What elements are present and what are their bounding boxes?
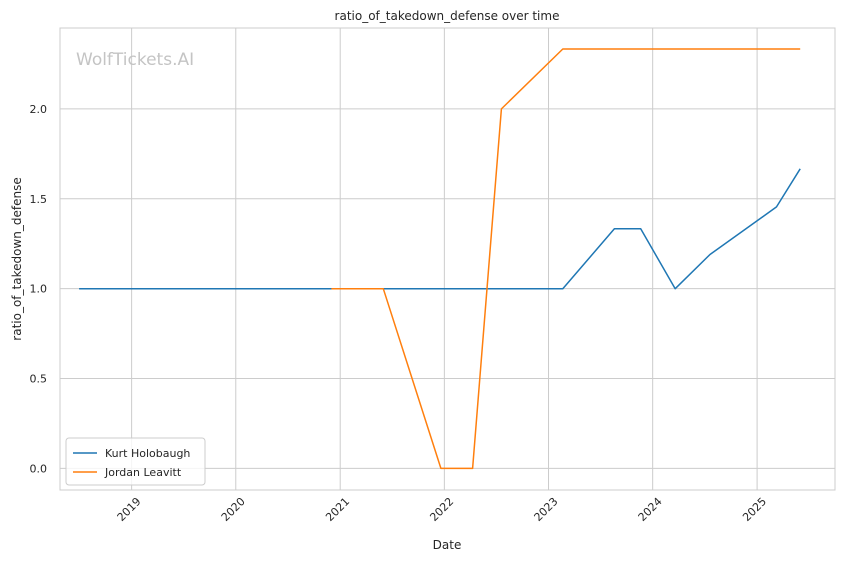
series-line-0: [79, 168, 801, 290]
plot-area: [60, 28, 835, 490]
plot-frame: [59, 27, 836, 491]
legend: Kurt Holobaugh Jordan Leavitt: [65, 437, 206, 486]
x-axis-label: Date: [433, 538, 462, 552]
x-tick-label: 2021: [323, 495, 352, 524]
y-tick-label: 1.0: [30, 283, 48, 296]
y-tick-label: 0.0: [30, 462, 48, 475]
chart-title: ratio_of_takedown_defense over time: [335, 9, 560, 23]
watermark: WolfTickets.AI: [76, 50, 194, 70]
x-tick-label: 2022: [427, 495, 456, 524]
y-axis-label: ratio_of_takedown_defense: [10, 177, 24, 340]
y-tick-label: 2.0: [30, 103, 48, 116]
legend-label-1: Jordan Leavitt: [104, 466, 182, 479]
x-tick-label: 2024: [636, 495, 665, 524]
y-axis-ticks: 0.0 0.5 1.0 1.5 2.0: [30, 103, 48, 476]
legend-label-0: Kurt Holobaugh: [105, 447, 190, 460]
series-lines: [79, 48, 801, 470]
y-tick-label: 1.5: [30, 193, 48, 206]
x-tick-label: 2019: [115, 495, 144, 524]
x-axis-ticks: 2019 2020 2021 2022 2023 2024 2025: [115, 495, 769, 524]
x-tick-label: 2025: [740, 495, 769, 524]
y-tick-label: 0.5: [30, 373, 48, 386]
x-tick-label: 2020: [219, 495, 248, 524]
x-tick-label: 2023: [532, 495, 561, 524]
series-line-1: [331, 48, 801, 470]
legend-box: [65, 437, 206, 486]
grid: [60, 28, 835, 490]
